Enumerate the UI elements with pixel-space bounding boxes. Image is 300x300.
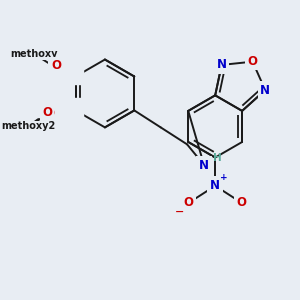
Text: O: O <box>50 61 60 74</box>
Text: O: O <box>248 55 258 68</box>
Text: O: O <box>52 59 62 72</box>
Text: methoxy2: methoxy2 <box>1 122 56 131</box>
Text: N: N <box>199 159 209 172</box>
Text: +: + <box>220 173 227 182</box>
Bar <box>27 65 83 84</box>
Text: N: N <box>217 58 226 71</box>
Text: methoxy: methoxy <box>10 49 58 59</box>
Text: O: O <box>184 196 194 209</box>
Text: O: O <box>42 106 52 119</box>
Text: H: H <box>213 152 222 163</box>
Text: N: N <box>260 84 270 97</box>
Bar <box>22 98 83 117</box>
Text: O: O <box>237 196 247 209</box>
Text: O: O <box>44 107 54 120</box>
Text: −: − <box>175 207 184 217</box>
Text: N: N <box>210 179 220 192</box>
